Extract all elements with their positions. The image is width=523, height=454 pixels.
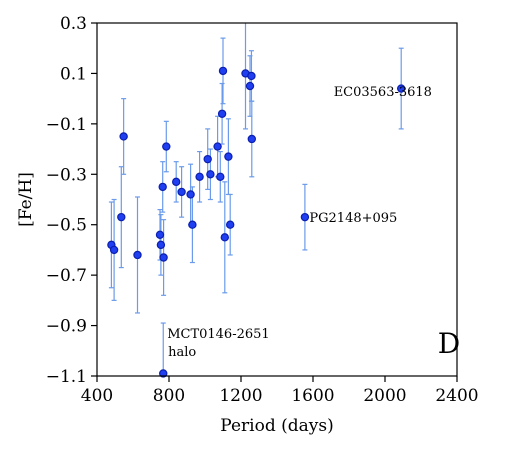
- data-point: [188, 220, 197, 229]
- data-point: [117, 212, 126, 222]
- y-tick-label: −0.5: [46, 216, 87, 236]
- data-point: [119, 132, 128, 141]
- x-tick-label: 400: [81, 386, 113, 406]
- annotation-layer: EC03563-3618 PG2148+095 MCT0146-2651 halo: [167, 85, 432, 360]
- data-point: [213, 142, 222, 151]
- data-point: [158, 182, 167, 192]
- y-axis-label: [Fe/H]: [16, 172, 36, 227]
- data-point: [171, 177, 181, 187]
- data-point: [225, 220, 235, 229]
- annotation-label: EC03563-3618: [334, 85, 432, 100]
- panel-label: D: [438, 327, 460, 360]
- data-point: [159, 253, 168, 262]
- y-tick-label: −0.3: [46, 165, 87, 185]
- errorbar: [160, 322, 166, 376]
- y-tick-label: −0.1: [46, 115, 87, 135]
- data-point: [220, 233, 229, 242]
- y-tick-label: 0.1: [60, 64, 87, 84]
- data-point: [247, 71, 256, 81]
- x-tick-label: 2400: [435, 386, 478, 406]
- data-point: [245, 81, 255, 91]
- y-tick-label: −0.9: [46, 317, 87, 337]
- annotation-label: PG2148+095: [309, 211, 397, 226]
- annotation-label: halo: [168, 345, 196, 360]
- y-tick-label: 0.3: [60, 14, 87, 34]
- data-point: [397, 84, 406, 93]
- data-point: [217, 109, 227, 118]
- annotation-label: MCT0146-2651: [167, 327, 270, 342]
- tick-layer: 400 800 1200 1600 2000 2400 0.3 0.1 −0.1 −0.3 −0.5…: [46, 14, 479, 406]
- x-axis-label: Period (days): [220, 416, 333, 436]
- data-point: [177, 187, 186, 197]
- data-point: [218, 66, 228, 76]
- data-point: [162, 142, 171, 151]
- data-point: [300, 212, 310, 222]
- data-point: [109, 245, 119, 255]
- data-point: [156, 240, 166, 250]
- data-point: [216, 172, 225, 182]
- data-point: [186, 190, 195, 199]
- x-tick-label: 800: [153, 386, 185, 406]
- y-tick-label: −1.1: [46, 367, 87, 387]
- x-tick-label: 1600: [291, 386, 334, 406]
- data-point: [195, 172, 204, 182]
- data-point: [159, 369, 168, 378]
- marker-layer: [107, 66, 406, 378]
- data-point: [203, 154, 212, 164]
- data-point: [247, 134, 256, 144]
- data-point: [155, 230, 165, 239]
- plot-frame: [96, 22, 458, 377]
- x-tick-label: 1200: [219, 386, 262, 406]
- data-point: [133, 250, 142, 260]
- x-tick-label: 2000: [363, 386, 406, 406]
- data-point: [206, 170, 215, 179]
- y-tick-label: −0.7: [46, 266, 87, 286]
- data-point: [224, 152, 233, 161]
- errorbar-layer: [108, 23, 404, 376]
